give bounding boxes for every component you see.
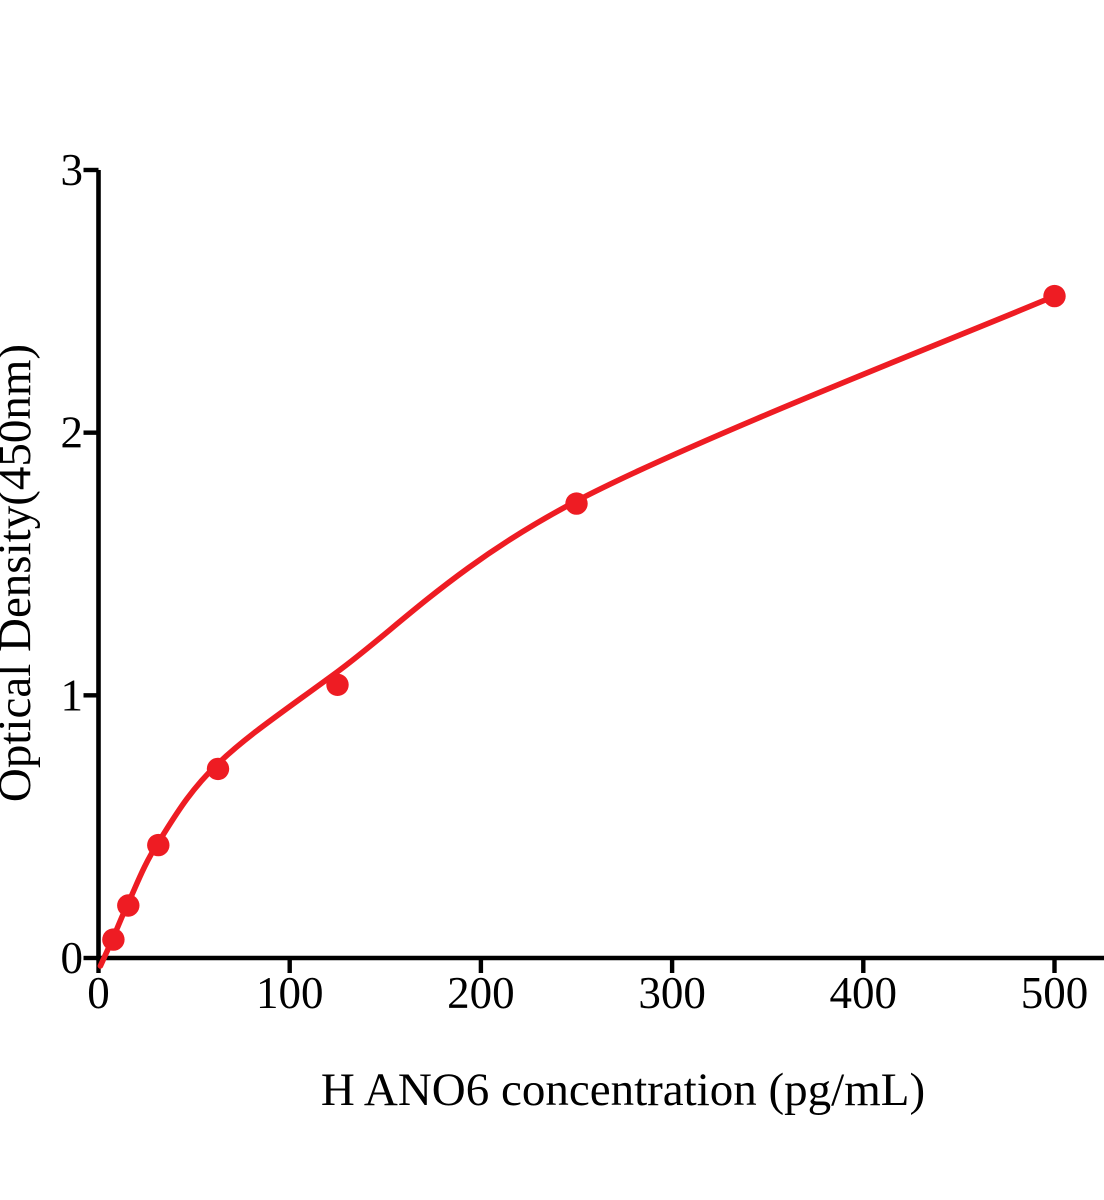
fit-curve-line [97,293,1058,969]
data-point [117,894,140,917]
tick-labels: 0 100 200 300 400 500 0 1 2 3 [61,145,1089,1018]
y-tick-label: 3 [61,145,84,195]
data-point [326,673,349,696]
standard-curve-series [97,284,1066,969]
y-tick-label: 2 [61,408,84,458]
data-point [206,757,230,781]
y-axis-title: Optical Density(450nm) [0,344,41,802]
data-point [102,928,125,951]
axes [83,167,1104,973]
x-axis-title: H ANO6 concentration (pg/mL) [321,1064,925,1116]
x-tick-label: 300 [638,968,706,1018]
x-tick-label: 500 [1021,968,1089,1018]
data-point [1043,284,1066,308]
data-point [565,492,588,515]
x-tick-label: 400 [830,968,898,1018]
y-tick-label: 1 [61,670,84,720]
y-tick-label: 0 [61,933,84,983]
x-tick-label: 200 [447,968,515,1018]
x-tick-label: 100 [256,968,324,1018]
data-point [147,833,170,857]
x-tick-label: 0 [87,968,110,1018]
